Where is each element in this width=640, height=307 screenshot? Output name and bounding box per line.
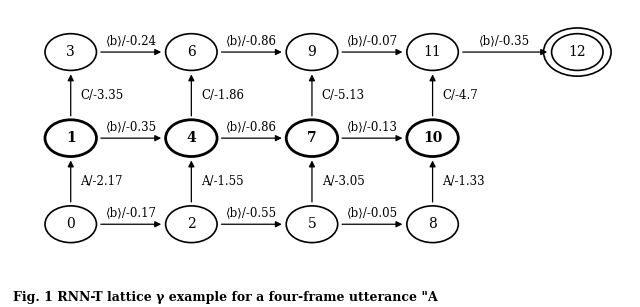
Ellipse shape xyxy=(407,34,458,70)
Text: 10: 10 xyxy=(423,131,442,145)
Text: 5: 5 xyxy=(308,217,316,231)
Ellipse shape xyxy=(286,34,338,70)
Text: C/-4.7: C/-4.7 xyxy=(442,89,478,102)
Text: C/-3.35: C/-3.35 xyxy=(81,89,124,102)
Text: 12: 12 xyxy=(568,45,586,59)
Text: 3: 3 xyxy=(67,45,75,59)
Ellipse shape xyxy=(45,120,97,157)
Ellipse shape xyxy=(552,34,603,70)
Text: ⟨b⟩/-0.86: ⟨b⟩/-0.86 xyxy=(226,34,277,48)
Text: 0: 0 xyxy=(67,217,75,231)
Text: A/-3.05: A/-3.05 xyxy=(322,175,364,188)
Text: ⟨b⟩/-0.55: ⟨b⟩/-0.55 xyxy=(226,207,277,220)
Text: C/-5.13: C/-5.13 xyxy=(322,89,365,102)
Text: C/-1.86: C/-1.86 xyxy=(201,89,244,102)
Text: Fig. 1 RNN-T lattice γ example for a four-frame utterance "A: Fig. 1 RNN-T lattice γ example for a fou… xyxy=(13,291,438,304)
Text: 6: 6 xyxy=(187,45,196,59)
Ellipse shape xyxy=(286,206,338,243)
Text: 11: 11 xyxy=(424,45,442,59)
Text: A/-1.55: A/-1.55 xyxy=(201,175,244,188)
Text: ⟨b⟩/-0.86: ⟨b⟩/-0.86 xyxy=(226,121,277,134)
Text: 4: 4 xyxy=(186,131,196,145)
Ellipse shape xyxy=(45,206,97,243)
Text: 8: 8 xyxy=(428,217,437,231)
Ellipse shape xyxy=(45,34,97,70)
Text: A/-1.33: A/-1.33 xyxy=(442,175,485,188)
Text: 7: 7 xyxy=(307,131,317,145)
Ellipse shape xyxy=(166,120,217,157)
Ellipse shape xyxy=(407,206,458,243)
Text: 1: 1 xyxy=(66,131,76,145)
Text: ⟨b⟩/-0.35: ⟨b⟩/-0.35 xyxy=(106,121,157,134)
Text: A/-2.17: A/-2.17 xyxy=(81,175,123,188)
Text: ⟨b⟩/-0.35: ⟨b⟩/-0.35 xyxy=(479,34,531,48)
Text: ⟨b⟩/-0.17: ⟨b⟩/-0.17 xyxy=(106,207,157,220)
Text: 2: 2 xyxy=(187,217,196,231)
Text: ⟨b⟩/-0.05: ⟨b⟩/-0.05 xyxy=(347,207,398,220)
Text: ⟨b⟩/-0.07: ⟨b⟩/-0.07 xyxy=(347,34,398,48)
Text: 9: 9 xyxy=(308,45,316,59)
Ellipse shape xyxy=(166,206,217,243)
Text: ⟨b⟩/-0.24: ⟨b⟩/-0.24 xyxy=(106,34,157,48)
Text: ⟨b⟩/-0.13: ⟨b⟩/-0.13 xyxy=(347,121,398,134)
Ellipse shape xyxy=(286,120,338,157)
Ellipse shape xyxy=(166,34,217,70)
Ellipse shape xyxy=(407,120,458,157)
